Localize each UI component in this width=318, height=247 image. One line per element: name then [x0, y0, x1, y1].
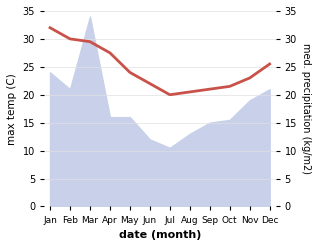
- Y-axis label: med. precipitation (kg/m2): med. precipitation (kg/m2): [301, 43, 311, 174]
- Y-axis label: max temp (C): max temp (C): [7, 73, 17, 144]
- X-axis label: date (month): date (month): [119, 230, 201, 240]
